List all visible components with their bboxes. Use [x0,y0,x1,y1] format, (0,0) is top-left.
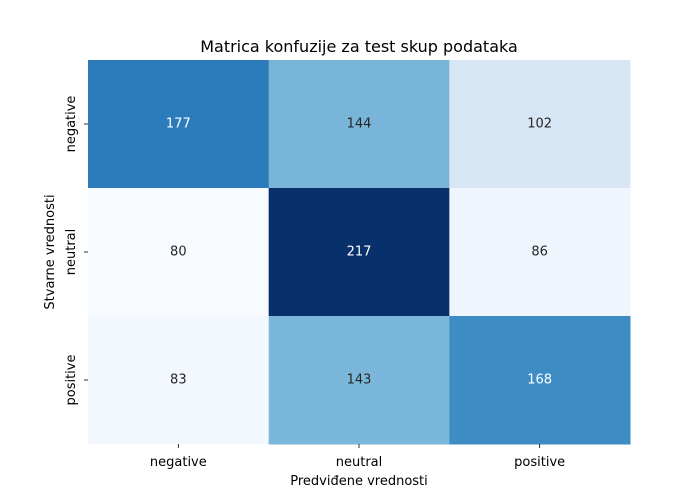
heatmap-cell-negative-neutral [268,60,450,189]
heatmap-cell-positive-negative [88,316,270,445]
x-tick-label: positive [514,455,565,470]
x-tick-label: negative [150,455,207,470]
cell-value-label: 143 [347,373,372,388]
y-tick-label: negative [64,96,79,153]
cell-value-label: 83 [170,373,187,388]
cell-value-label: 217 [347,245,372,260]
heatmap-cell-neutral-positive [449,188,631,317]
heatmap-cell-neutral-negative [88,188,270,317]
cell-value-label: 144 [347,117,372,132]
y-axis-label: Stvarne vrednosti [43,194,58,309]
cell-value-label: 86 [531,245,548,260]
cell-value-label: 102 [527,117,552,132]
chart-title: Matrica konfuzije za test skup podataka [200,37,518,56]
cell-value-label: 168 [527,373,552,388]
heatmap-cell-negative-negative [88,60,270,189]
heatmap-cells: 177 144 102 80 217 86 83 143 168 [88,60,631,445]
cell-value-label: 80 [170,245,187,260]
y-tick-label: positive [64,355,79,406]
y-tick-label: neutral [64,229,79,276]
cell-value-label: 177 [166,117,191,132]
heatmap-cell-neutral-neutral [268,188,450,317]
heatmap-cell-positive-positive [449,316,631,445]
x-axis-label: Predviđene vrednosti [290,474,428,489]
heatmap-cell-negative-positive [449,60,631,189]
axis-ticks: negative neutral positive negative neutral po… [64,96,565,470]
x-tick-label: neutral [336,455,383,470]
heatmap-cell-positive-neutral [268,316,450,445]
